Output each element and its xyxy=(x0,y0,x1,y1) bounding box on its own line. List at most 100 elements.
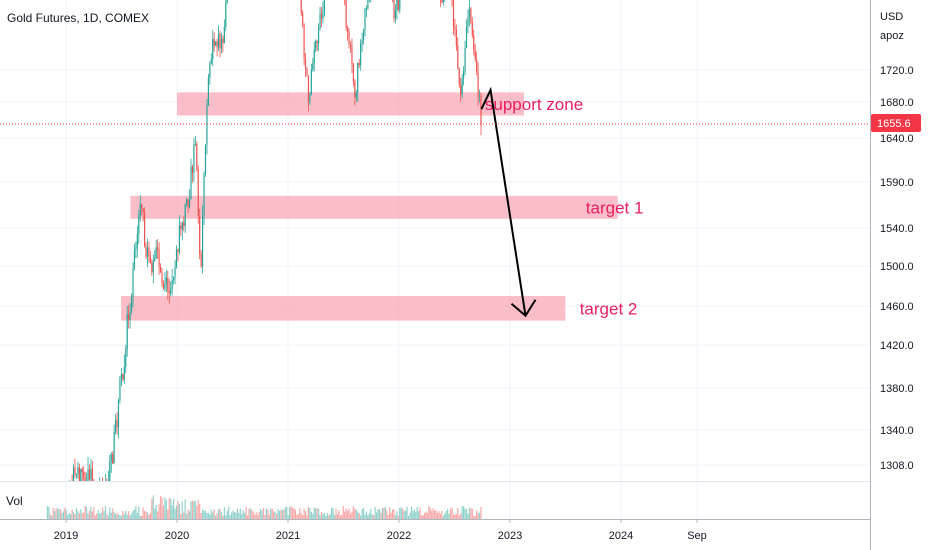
volume-bar xyxy=(183,512,185,519)
volume-bar xyxy=(119,515,121,519)
x-tick-label: 2020 xyxy=(165,530,189,542)
candle-body xyxy=(362,29,365,41)
volume-bar xyxy=(332,508,334,519)
candle-body xyxy=(394,10,397,19)
volume-bar xyxy=(61,512,63,519)
candle-body xyxy=(81,469,83,472)
volume-bar xyxy=(139,515,141,519)
candle-body xyxy=(69,487,70,500)
candle-body xyxy=(48,538,49,542)
candle-body xyxy=(460,84,462,94)
volume-bar xyxy=(345,508,347,519)
volume-bar xyxy=(293,508,295,519)
candle-body xyxy=(188,199,191,207)
volume-bar xyxy=(458,515,460,519)
volume-bar xyxy=(464,508,466,519)
volume-bar xyxy=(438,510,440,519)
volume-bar xyxy=(420,515,423,519)
volume-bar xyxy=(143,510,146,519)
candle-body xyxy=(93,489,94,493)
y-tick-label: 1540.0 xyxy=(880,223,914,235)
volume-bar xyxy=(252,511,254,519)
volume-bar xyxy=(288,506,291,519)
candle-body xyxy=(180,225,182,230)
volume-bar xyxy=(84,506,86,519)
volume-bar xyxy=(65,510,67,519)
candle-body xyxy=(194,144,196,146)
candle-body xyxy=(142,208,144,213)
volume-bar xyxy=(164,497,166,519)
volume-bar xyxy=(418,510,420,519)
volume-bar xyxy=(364,514,366,519)
volume-bar xyxy=(384,506,386,519)
last-price-badge xyxy=(871,114,921,132)
volume-bar xyxy=(284,507,286,519)
volume-bar xyxy=(467,513,469,519)
candle-body xyxy=(315,40,317,50)
volume-bar xyxy=(452,514,455,519)
candle-body xyxy=(302,12,304,25)
candle-body xyxy=(178,225,180,252)
volume-bar xyxy=(174,508,176,519)
volume-bar xyxy=(90,506,92,519)
volume-bar xyxy=(352,506,354,519)
candle-body xyxy=(226,0,228,3)
candle-body xyxy=(207,77,209,106)
volume-bar xyxy=(325,515,327,519)
candle-body xyxy=(107,480,109,481)
volume-bar xyxy=(354,508,356,519)
volume-bar xyxy=(239,508,241,519)
candle-body xyxy=(360,43,362,66)
volume-bar xyxy=(441,510,443,519)
candle-body xyxy=(87,469,89,481)
volume-bar xyxy=(439,513,441,519)
price-zones: support zone target 1 target 2 xyxy=(121,92,643,321)
volume-bar xyxy=(135,506,137,519)
candle-body xyxy=(310,69,312,95)
y-tick-label: 1720.0 xyxy=(880,65,914,77)
volume-bar xyxy=(117,514,120,519)
volume-bar xyxy=(431,510,433,519)
volume-bar xyxy=(175,505,178,519)
candle-body xyxy=(300,0,302,13)
volume-bar xyxy=(206,512,208,519)
volume-bar xyxy=(201,509,204,519)
volume-bar xyxy=(210,509,212,519)
candle-body xyxy=(349,44,352,46)
price-candles xyxy=(48,0,482,542)
volume-bar xyxy=(320,512,323,519)
volume-bar xyxy=(307,506,310,519)
volume-bar xyxy=(310,511,312,519)
volume-bar xyxy=(432,508,434,519)
candle-body xyxy=(120,373,122,378)
volume-bar xyxy=(232,510,234,519)
volume-bar xyxy=(471,508,473,519)
candle-body xyxy=(470,8,472,22)
volume-bar xyxy=(187,509,189,519)
volume-bar xyxy=(380,512,382,519)
volume-bar xyxy=(259,508,262,519)
volume-bar xyxy=(171,505,173,519)
candle-body xyxy=(458,68,460,85)
volume-bar xyxy=(180,513,182,519)
volume-bar xyxy=(155,505,157,519)
candle-body xyxy=(102,487,103,497)
volume-bar xyxy=(370,509,372,519)
volume-bar xyxy=(219,508,221,519)
volume-bar xyxy=(297,514,299,519)
volume-bar xyxy=(396,511,398,519)
candle-body xyxy=(175,249,178,267)
volume-bar xyxy=(306,515,308,519)
candle-body xyxy=(128,314,130,320)
candle-body xyxy=(186,199,188,205)
candle-body xyxy=(75,473,78,475)
volume-bar xyxy=(238,512,240,519)
candle-body xyxy=(172,276,175,281)
volume-bar xyxy=(170,498,172,519)
volume-bar xyxy=(200,513,202,519)
y-tick-label: 1460.0 xyxy=(880,301,914,313)
volume-bar xyxy=(448,513,450,519)
volume-bar xyxy=(296,514,298,519)
volume-bar xyxy=(442,515,444,519)
last-price-label: 1655.6 xyxy=(877,118,911,130)
